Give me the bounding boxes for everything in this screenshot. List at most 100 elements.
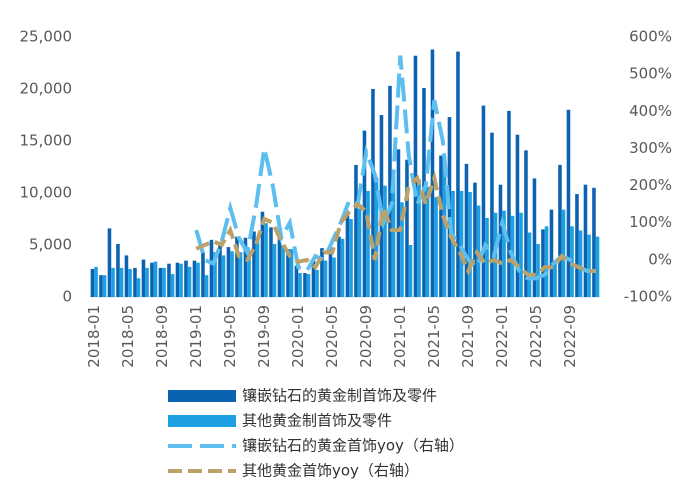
bar: [456, 51, 460, 298]
y-tick-label: 25,000: [20, 28, 73, 46]
bar: [102, 275, 107, 297]
bar: [566, 109, 571, 297]
bar: [150, 262, 154, 297]
bar: [541, 229, 545, 297]
bar: [481, 105, 486, 297]
bar: [315, 269, 319, 297]
bar: [425, 186, 430, 297]
bar: [196, 262, 200, 297]
x-tick-label: 2022-05: [527, 305, 545, 368]
legend-label: 镶嵌钻石的黄金首饰yoy（右轴）: [242, 437, 464, 455]
legend-label: 镶嵌钻石的黄金制首饰及零件: [242, 387, 437, 405]
x-tick-label: 2022-09: [561, 305, 579, 368]
bar: [405, 159, 409, 297]
bar: [354, 164, 358, 297]
bar: [192, 260, 197, 297]
legend-swatch: [168, 390, 236, 402]
bar: [558, 164, 562, 297]
bar: [371, 89, 375, 297]
x-tick-label: 2018-05: [119, 305, 137, 368]
bar: [90, 268, 95, 297]
bar: [204, 275, 209, 297]
bar: [357, 208, 362, 297]
bar: [286, 249, 290, 297]
bar: [337, 236, 341, 297]
y-tick-label: 5,000: [29, 236, 72, 254]
bar: [349, 219, 353, 297]
bar: [396, 149, 401, 297]
bar: [498, 184, 503, 297]
x-tick-label: 2019-05: [221, 305, 239, 368]
bar: [340, 238, 345, 297]
bar: [209, 239, 214, 297]
bar: [184, 260, 188, 297]
bar: [413, 55, 418, 297]
y2-tick-label: 300%: [629, 139, 672, 157]
bar: [320, 248, 324, 297]
bar: [243, 237, 248, 297]
bar: [175, 262, 180, 297]
bar: [561, 209, 566, 297]
bar: [281, 245, 285, 297]
bar: [111, 267, 115, 297]
bar: [587, 234, 591, 297]
bar: [544, 226, 549, 297]
bar: [289, 249, 294, 297]
bar: [485, 217, 489, 297]
bar: [170, 274, 175, 297]
y2-tick-label: 600%: [629, 28, 672, 46]
bar: [179, 263, 183, 297]
x-tick-label: 2021-09: [459, 305, 477, 368]
bar: [230, 251, 234, 297]
bar: [277, 237, 282, 297]
bar: [570, 226, 574, 297]
x-tick-label: 2020-09: [357, 305, 375, 368]
bar: [532, 178, 537, 297]
bar: [408, 245, 413, 297]
bar: [99, 275, 103, 297]
bar: [306, 274, 311, 297]
bar: [442, 161, 447, 297]
bar: [226, 247, 231, 297]
bar: [519, 212, 523, 297]
x-tick-label: 2018-09: [153, 305, 171, 368]
x-tick-label: 2019-09: [255, 305, 273, 368]
bar: [116, 243, 120, 297]
bar: [476, 205, 481, 297]
bar: [298, 273, 302, 297]
bar: [162, 267, 166, 297]
bar: [490, 132, 494, 297]
bar: [303, 273, 307, 297]
bar: [158, 267, 163, 297]
bar: [260, 211, 265, 297]
bar: [400, 202, 404, 297]
bar: [583, 184, 588, 297]
bar: [366, 190, 370, 297]
x-tick-label: 2021-05: [425, 305, 443, 368]
bar: [94, 266, 98, 297]
bar: [252, 231, 256, 297]
y2-tick-label: 500%: [629, 65, 672, 83]
legend-swatch: [168, 415, 236, 427]
x-tick-label: 2021-01: [391, 305, 409, 368]
bar: [311, 258, 316, 297]
bar: [213, 252, 217, 297]
bar: [133, 267, 137, 297]
line: [195, 170, 596, 277]
y-tick-label: 0: [62, 288, 72, 306]
bar: [578, 230, 583, 297]
x-tick-label: 2022-01: [493, 305, 511, 368]
bar: [459, 190, 464, 297]
bar: [107, 228, 112, 297]
y2-tick-label: 0%: [648, 250, 672, 268]
bar: [434, 197, 438, 297]
bar: [464, 163, 469, 297]
y-tick-label: 20,000: [20, 80, 73, 98]
bar: [145, 267, 149, 297]
y2-tick-label: -100%: [624, 288, 672, 306]
bar: [345, 211, 350, 297]
bar: [430, 49, 435, 298]
bar: [201, 252, 205, 297]
bar: [221, 255, 226, 297]
